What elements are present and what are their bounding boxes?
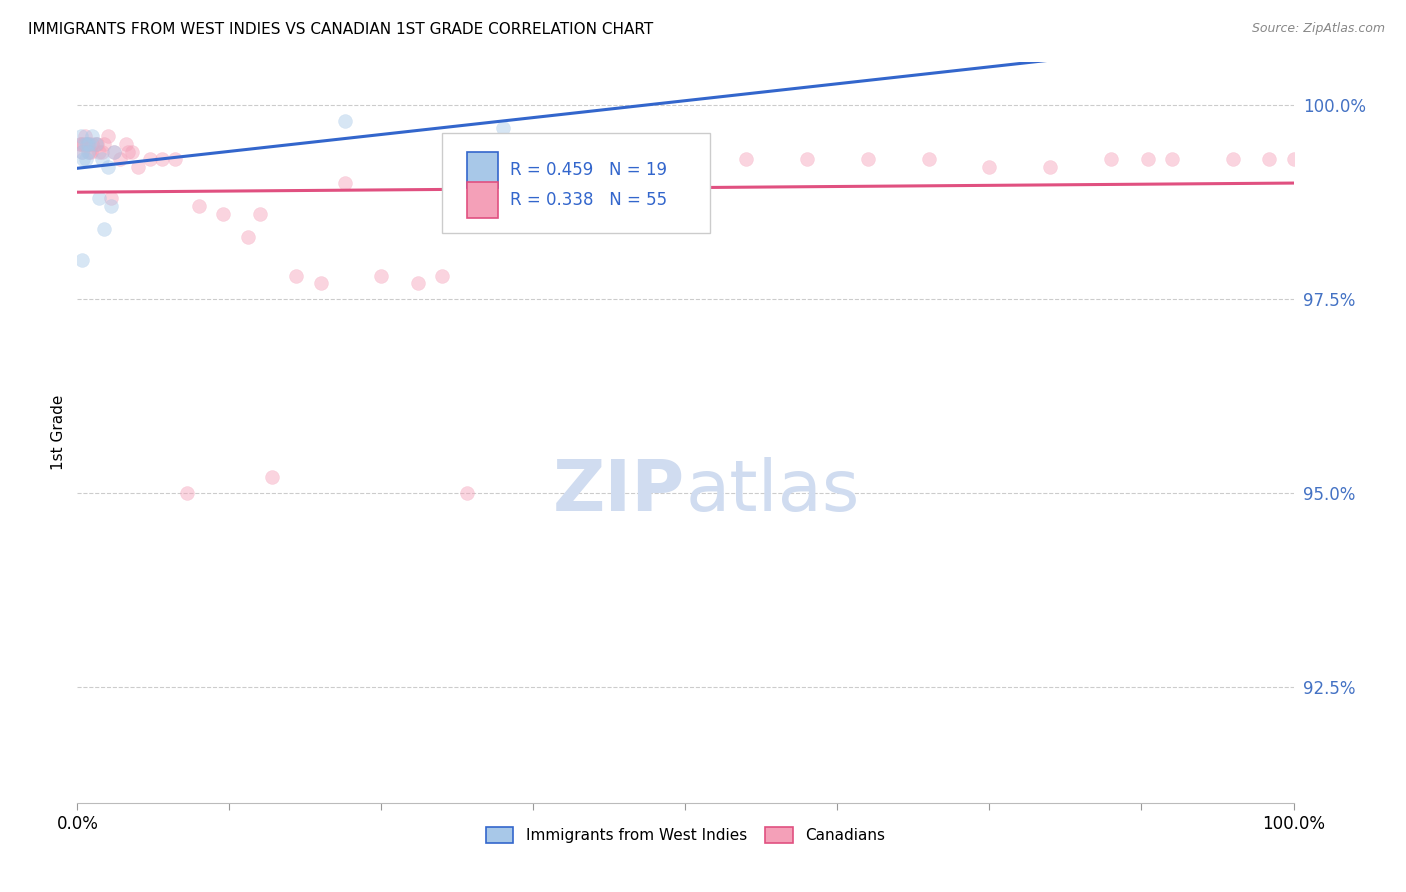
Point <box>236 230 259 244</box>
Point <box>212 206 235 220</box>
Point <box>89 145 111 159</box>
Text: R = 0.338   N = 55: R = 0.338 N = 55 <box>510 191 668 209</box>
Point <box>77 145 100 159</box>
Point <box>117 145 139 159</box>
FancyBboxPatch shape <box>467 152 498 188</box>
Point <box>430 268 453 283</box>
Point <box>127 160 149 174</box>
Point <box>108 153 131 167</box>
Point <box>79 145 101 159</box>
Point <box>70 253 93 268</box>
Point <box>370 268 392 283</box>
Point <box>115 136 138 151</box>
Point <box>90 153 112 167</box>
Point <box>72 153 94 167</box>
Point <box>979 160 1001 174</box>
Point <box>75 153 97 167</box>
Point <box>285 268 308 283</box>
Point <box>80 129 103 144</box>
Point <box>69 136 91 151</box>
Point <box>1136 153 1159 167</box>
Point <box>84 136 107 151</box>
Point <box>70 136 93 151</box>
Point <box>735 153 758 167</box>
Point <box>100 191 122 205</box>
Text: atlas: atlas <box>686 458 860 526</box>
Point <box>89 191 111 205</box>
Point <box>76 136 98 151</box>
Point <box>103 145 125 159</box>
Point <box>73 129 96 144</box>
Text: R = 0.459   N = 19: R = 0.459 N = 19 <box>510 161 668 179</box>
Point <box>79 136 101 151</box>
Point <box>103 145 125 159</box>
Point <box>796 153 818 167</box>
Point <box>856 153 879 167</box>
Point <box>613 160 636 174</box>
Point <box>176 485 198 500</box>
Point <box>1099 153 1122 167</box>
Point <box>93 136 115 151</box>
Text: Source: ZipAtlas.com: Source: ZipAtlas.com <box>1251 22 1385 36</box>
Text: ZIP: ZIP <box>553 458 686 526</box>
Point <box>70 145 93 159</box>
Point <box>70 145 93 159</box>
FancyBboxPatch shape <box>467 182 498 218</box>
Point <box>333 113 356 128</box>
Point <box>93 222 115 236</box>
Point <box>456 485 478 500</box>
Point <box>1039 160 1062 174</box>
Point <box>77 136 100 151</box>
Y-axis label: 1st Grade: 1st Grade <box>51 395 66 470</box>
Point <box>80 136 103 151</box>
Point <box>249 206 271 220</box>
Legend: Immigrants from West Indies, Canadians: Immigrants from West Indies, Canadians <box>478 820 893 851</box>
Point <box>492 121 515 136</box>
Point <box>163 153 186 167</box>
FancyBboxPatch shape <box>441 133 710 233</box>
Point <box>80 145 103 159</box>
Point <box>139 153 162 167</box>
Point <box>675 153 697 167</box>
Point <box>333 176 356 190</box>
Point <box>1222 153 1244 167</box>
Point <box>84 136 107 151</box>
Point <box>260 470 283 484</box>
Point <box>406 277 429 291</box>
Point <box>97 160 120 174</box>
Point <box>73 136 96 151</box>
Point <box>121 145 143 159</box>
Point <box>188 199 211 213</box>
Text: IMMIGRANTS FROM WEST INDIES VS CANADIAN 1ST GRADE CORRELATION CHART: IMMIGRANTS FROM WEST INDIES VS CANADIAN … <box>28 22 654 37</box>
Point <box>90 145 112 159</box>
Point <box>72 136 94 151</box>
Point <box>1258 153 1281 167</box>
Point <box>100 199 122 213</box>
Point <box>1282 153 1305 167</box>
Point <box>918 153 941 167</box>
Point <box>1161 153 1184 167</box>
Point <box>97 129 120 144</box>
Point <box>492 176 515 190</box>
Point <box>70 129 93 144</box>
Point <box>152 153 174 167</box>
Point <box>309 277 332 291</box>
Point <box>86 136 108 151</box>
Point <box>76 136 98 151</box>
Point <box>553 160 575 174</box>
